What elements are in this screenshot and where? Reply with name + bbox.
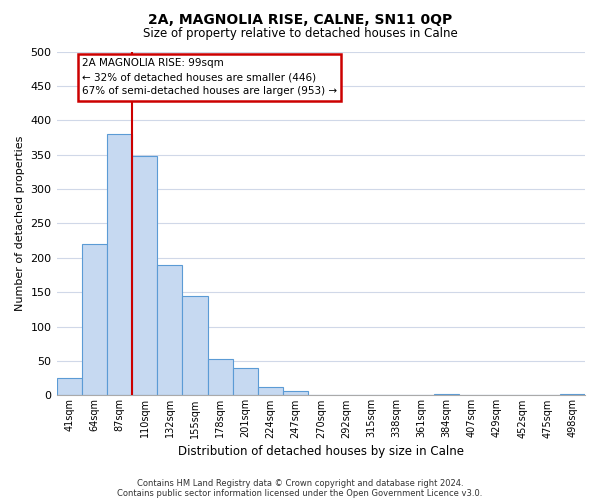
Bar (560, 394, 585, 396)
Text: Contains HM Land Registry data © Crown copyright and database right 2024.: Contains HM Land Registry data © Crown c… (137, 478, 463, 488)
Bar (56, 378, 82, 396)
Text: Size of property relative to detached houses in Calne: Size of property relative to detached ho… (143, 28, 457, 40)
Bar (258, 387, 283, 396)
Bar (157, 264, 182, 396)
Bar (283, 390, 308, 396)
Bar (182, 296, 208, 396)
Text: 2A MAGNOLIA RISE: 99sqm
← 32% of detached houses are smaller (446)
67% of semi-d: 2A MAGNOLIA RISE: 99sqm ← 32% of detache… (82, 58, 337, 96)
Bar (82, 244, 107, 396)
Y-axis label: Number of detached properties: Number of detached properties (15, 136, 25, 311)
Text: 2A, MAGNOLIA RISE, CALNE, SN11 0QP: 2A, MAGNOLIA RISE, CALNE, SN11 0QP (148, 12, 452, 26)
Text: Contains public sector information licensed under the Open Government Licence v3: Contains public sector information licen… (118, 488, 482, 498)
Bar (107, 134, 132, 396)
Bar (233, 368, 258, 396)
Bar (132, 156, 157, 396)
Bar (208, 359, 233, 396)
X-axis label: Distribution of detached houses by size in Calne: Distribution of detached houses by size … (178, 444, 464, 458)
Bar (434, 394, 459, 396)
